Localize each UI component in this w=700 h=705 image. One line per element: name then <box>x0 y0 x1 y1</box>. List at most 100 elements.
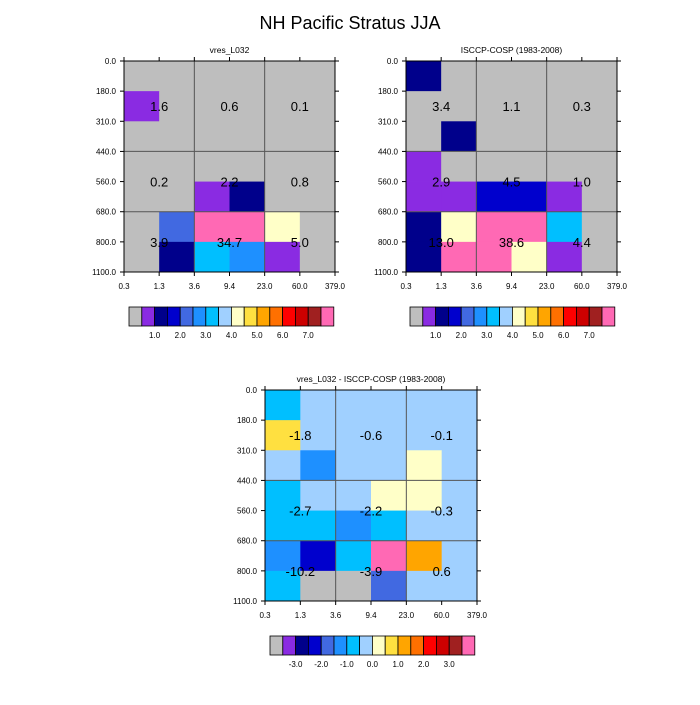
heatmap-cell <box>159 151 195 182</box>
heatmap-cell <box>300 420 337 451</box>
heatmap-cell <box>546 241 583 273</box>
y-tick-label: 680.0 <box>237 537 258 546</box>
colorbar-box <box>422 306 436 327</box>
panel-title: ISCCP-COSP (1983-2008) <box>461 45 563 55</box>
colorbar-box <box>205 306 220 327</box>
colorbar-box <box>409 306 424 327</box>
heatmap-cell <box>441 121 477 152</box>
heatmap-cell <box>581 121 618 152</box>
heatmap-cell <box>194 241 230 273</box>
heatmap-cell <box>124 151 160 182</box>
heatmap-cell <box>299 121 336 152</box>
x-tick-label: 60.0 <box>292 282 308 291</box>
y-tick-label: 800.0 <box>237 567 258 576</box>
x-tick-label: 23.0 <box>539 282 555 291</box>
x-tick-label: 379.0 <box>325 282 346 291</box>
colorbar-box <box>448 635 463 656</box>
heatmap-cell <box>159 91 195 122</box>
y-tick-label: 0.0 <box>387 57 399 66</box>
block-value-label: 13.0 <box>429 235 454 250</box>
y-tick-label: 800.0 <box>96 238 117 247</box>
y-tick-label: 180.0 <box>378 87 399 96</box>
panel-title: vres_L032 - ISCCP-COSP (1983-2008) <box>297 374 446 384</box>
heatmap-cell <box>441 480 478 511</box>
panel-2: 3.4 1.1 0.3 2.9 4.5 1.0 13.0 38.6 4.4 ISCCP-COSP … <box>374 45 627 340</box>
block-value-label: 34.7 <box>217 235 242 250</box>
colorbar-box <box>307 635 322 656</box>
heatmap-cell <box>264 121 301 152</box>
colorbar-box <box>154 306 168 327</box>
heatmap-cell <box>441 570 478 602</box>
block-value-label: -1.8 <box>289 428 311 443</box>
colorbar-box <box>397 635 412 656</box>
heatmap-cell <box>124 211 160 243</box>
colorbar-label: 4.0 <box>226 331 238 340</box>
y-tick-label: 440.0 <box>237 476 258 485</box>
block-value-label: 2.9 <box>432 175 450 190</box>
heatmap-cell <box>229 151 266 182</box>
colorbar-box <box>269 306 283 327</box>
heatmap-cell <box>476 61 512 92</box>
colorbar-box <box>435 635 450 656</box>
colorbar-label: -3.0 <box>289 660 303 669</box>
y-tick-label: 560.0 <box>237 507 258 516</box>
heatmap-cell <box>441 211 477 243</box>
heatmap-cell <box>371 570 407 602</box>
heatmap-cell <box>441 181 477 213</box>
colorbar-box <box>460 306 475 327</box>
heatmap-cell <box>124 61 160 92</box>
heatmap-cell <box>441 510 478 542</box>
x-tick-label: 3.6 <box>189 282 201 291</box>
heatmap-cell <box>194 91 230 122</box>
colorbar-label: -1.0 <box>340 660 354 669</box>
colorbar-label: 2.0 <box>418 660 430 669</box>
heatmap-cell <box>511 211 548 243</box>
heatmap-cell <box>581 211 618 243</box>
heatmap-cell <box>124 91 160 122</box>
heatmap-cell <box>406 510 443 542</box>
colorbar-label: 6.0 <box>277 331 289 340</box>
block-value-label: 4.4 <box>573 235 591 250</box>
colorbar-box <box>294 306 309 327</box>
heatmap-cell <box>406 480 443 511</box>
heatmap-cell <box>264 91 301 122</box>
block-value-label: -10.2 <box>286 564 316 579</box>
heatmap-cell <box>581 241 618 273</box>
block-value-label: -0.1 <box>430 428 452 443</box>
heatmap-cell <box>476 241 512 273</box>
heatmap-cell <box>159 61 195 92</box>
heatmap-cell <box>300 510 337 542</box>
block-value-label: -3.9 <box>360 564 382 579</box>
block-value-label: 0.3 <box>573 99 591 114</box>
heatmap-cell <box>299 61 336 92</box>
heatmap-cell <box>546 61 583 92</box>
block-value-label: -0.3 <box>430 504 452 519</box>
heatmap-cell <box>441 540 478 572</box>
heatmap-cell <box>581 91 618 122</box>
colorbar-label: 3.0 <box>444 660 456 669</box>
y-tick-label: 180.0 <box>96 87 117 96</box>
heatmap-cell <box>264 61 301 92</box>
block-value-label: 0.8 <box>291 175 309 190</box>
heatmap-cell <box>371 540 407 572</box>
y-tick-label: 800.0 <box>378 238 399 247</box>
colorbar-label: 2.0 <box>175 331 187 340</box>
y-tick-label: 560.0 <box>96 178 117 187</box>
heatmap-cell <box>511 181 548 213</box>
heatmap-cell <box>441 61 477 92</box>
colorbar-box <box>473 306 488 327</box>
colorbar-label: 7.0 <box>584 331 596 340</box>
block-value-label: -2.2 <box>360 504 382 519</box>
block-value-label: 5.0 <box>291 235 309 250</box>
heatmap-cell <box>581 151 618 182</box>
block-value-label: -2.7 <box>289 504 311 519</box>
block-value-label: 1.1 <box>502 99 520 114</box>
heatmap-cell <box>511 241 548 273</box>
heatmap-cell <box>299 91 336 122</box>
heatmap-cell <box>476 181 512 213</box>
heatmap-cell <box>159 181 195 213</box>
colorbar-box <box>461 635 476 656</box>
heatmap-cell <box>265 420 301 451</box>
heatmap-cell <box>124 121 160 152</box>
